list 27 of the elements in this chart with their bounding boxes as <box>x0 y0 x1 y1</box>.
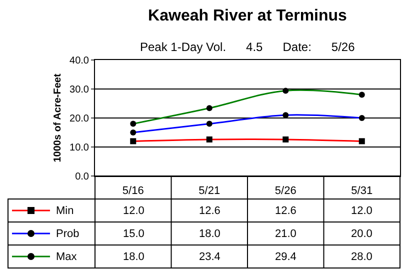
text: 15.0 <box>123 228 144 240</box>
x-tick-label: 5/31 <box>351 185 373 198</box>
y-tick-label: 10.0 <box>70 142 90 154</box>
y-tick-label: 30.0 <box>70 84 90 96</box>
text: 23.4 <box>199 251 220 263</box>
y-tick-label: 20.0 <box>70 114 90 124</box>
chart-title: Kaweah River at Terminus <box>148 8 348 25</box>
text: 20.0 <box>351 228 372 240</box>
x-tick-label: 5/26 <box>274 185 296 198</box>
x-tick-label: 5/21 <box>198 185 220 198</box>
legend-label: Min <box>56 205 74 217</box>
legend-label: Max <box>56 251 78 263</box>
text: 12.6 <box>199 205 220 217</box>
text: 18.0 <box>199 228 220 240</box>
text: 12.0 <box>351 205 372 217</box>
text: 21.0 <box>275 228 296 240</box>
chart-subtitle: Peak 1-Day Vol. 4.5 Date: 5/26 <box>140 40 356 54</box>
y-tick-label: 40.0 <box>70 56 90 66</box>
text: 12.0 <box>123 205 144 217</box>
text: 18.0 <box>123 251 144 263</box>
text: 29.4 <box>275 251 296 263</box>
x-tick-label: 5/16 <box>122 185 144 198</box>
y-axis-title: 1000s of Acre-Feet <box>52 73 64 162</box>
text: 28.0 <box>351 251 372 263</box>
text: 12.6 <box>275 205 296 217</box>
y-tick-label: 0.0 <box>75 172 90 182</box>
legend-label: Prob <box>56 228 80 240</box>
